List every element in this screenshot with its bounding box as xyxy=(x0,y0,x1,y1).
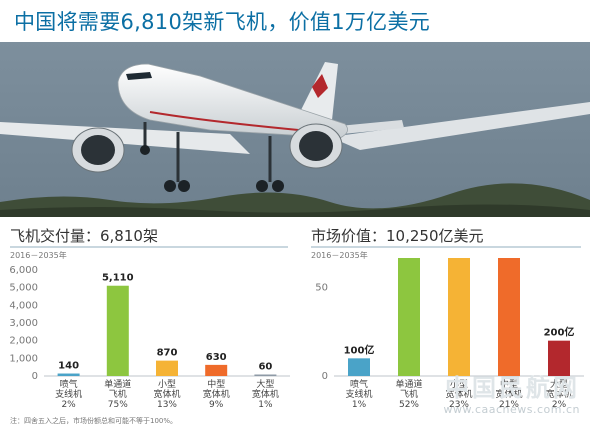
percent-label: 75% xyxy=(108,400,128,410)
left-chart-subtitle: 2016－2035年 xyxy=(10,251,67,260)
percent-label: 1% xyxy=(258,400,273,410)
y-tick-label: 50 xyxy=(315,283,328,294)
category-label: 宽体机 xyxy=(153,388,180,400)
bar-value-label: 100亿 xyxy=(344,343,375,356)
bar-3 xyxy=(448,258,470,376)
category-label: 支线机 xyxy=(345,388,372,400)
category-label: 中型 xyxy=(500,378,518,390)
left-title-rule xyxy=(10,246,288,248)
fuselage xyxy=(117,63,348,139)
right-chart-title: 市场价值：10,250亿美元 xyxy=(311,227,484,245)
left-wing xyxy=(0,122,250,154)
bar-4 xyxy=(205,364,228,376)
bar-1 xyxy=(57,373,80,376)
percent-label: 1% xyxy=(352,400,367,410)
category-label: 支线机 xyxy=(55,388,82,400)
right-wing xyxy=(330,102,590,150)
landing-gear xyxy=(143,122,272,182)
category-label: 大型 xyxy=(256,378,274,390)
category-label: 大型 xyxy=(550,378,568,390)
percent-label: 52% xyxy=(399,400,419,410)
percent-label: 9% xyxy=(209,400,224,410)
bar-1 xyxy=(348,358,370,376)
bar-value-label: 200亿 xyxy=(544,326,575,339)
right-chart-subtitle: 2016－2035年 xyxy=(311,251,368,260)
percent-label: 2% xyxy=(552,400,567,410)
bar-2 xyxy=(106,285,129,376)
right-title-rule xyxy=(311,246,581,248)
y-tick-label: 5,000 xyxy=(9,283,38,294)
bar-value-label: 870 xyxy=(157,348,178,359)
footnote: 注：四舍五入之后，市场份额总和可能不等于100%。 xyxy=(10,417,178,425)
page-title: 中国将需要6,810架新飞机，价值1万亿美元 xyxy=(14,10,431,34)
bar-value-label: 140 xyxy=(58,361,79,372)
bar-2 xyxy=(398,258,420,376)
percent-label: 13% xyxy=(157,400,177,410)
category-label: 单通道 xyxy=(395,378,422,390)
percent-label: 21% xyxy=(499,400,519,410)
market-value-bar-chart: 050100150200250300350400450500550600100亿… xyxy=(315,258,584,410)
percent-label: 23% xyxy=(449,400,469,410)
category-label: 小型 xyxy=(450,379,468,390)
bar-value-label: 5,110 xyxy=(102,273,134,284)
category-label: 小型 xyxy=(158,379,176,390)
category-label: 宽体机 xyxy=(203,388,230,400)
y-tick-label: 3,000 xyxy=(9,318,38,329)
airplane-illustration xyxy=(0,42,590,217)
left-chart-title: 飞机交付量：6,810架 xyxy=(10,227,158,245)
category-label: 喷气 xyxy=(60,378,78,390)
y-tick-label: 0 xyxy=(322,371,328,382)
category-label: 飞机 xyxy=(400,388,418,400)
category-label: 喷气 xyxy=(350,378,368,390)
category-label: 宽体机 xyxy=(495,388,522,400)
y-tick-label: 6,000 xyxy=(9,265,38,276)
bar-4 xyxy=(498,258,520,376)
cheatline-stripe xyxy=(149,111,321,133)
bar-5 xyxy=(254,374,277,376)
airplane-photo xyxy=(0,42,590,217)
category-label: 单通道 xyxy=(104,378,131,390)
y-tick-label: 0 xyxy=(32,371,38,382)
category-label: 飞机 xyxy=(109,388,127,400)
y-tick-label: 4,000 xyxy=(9,300,38,311)
category-label: 宽体机 xyxy=(252,388,279,400)
y-tick-label: 2,000 xyxy=(9,336,38,347)
bar-5 xyxy=(548,340,570,376)
deliveries-bar-chart: 0 1,000 2,000 3,000 4,000 5,000 6,000 140 喷气支线机2… xyxy=(9,265,290,410)
bar-value-label: 60 xyxy=(258,362,272,373)
category-label: 宽体机 xyxy=(445,388,472,400)
airline-logo xyxy=(312,74,328,98)
bar-value-label: 630 xyxy=(206,352,227,363)
category-label: 中型 xyxy=(207,378,225,390)
percent-label: 2% xyxy=(61,400,76,410)
category-label: 宽体机 xyxy=(545,388,572,400)
bar-3 xyxy=(156,360,178,376)
cockpit-windows xyxy=(126,72,152,80)
y-tick-label: 1,000 xyxy=(9,353,38,364)
